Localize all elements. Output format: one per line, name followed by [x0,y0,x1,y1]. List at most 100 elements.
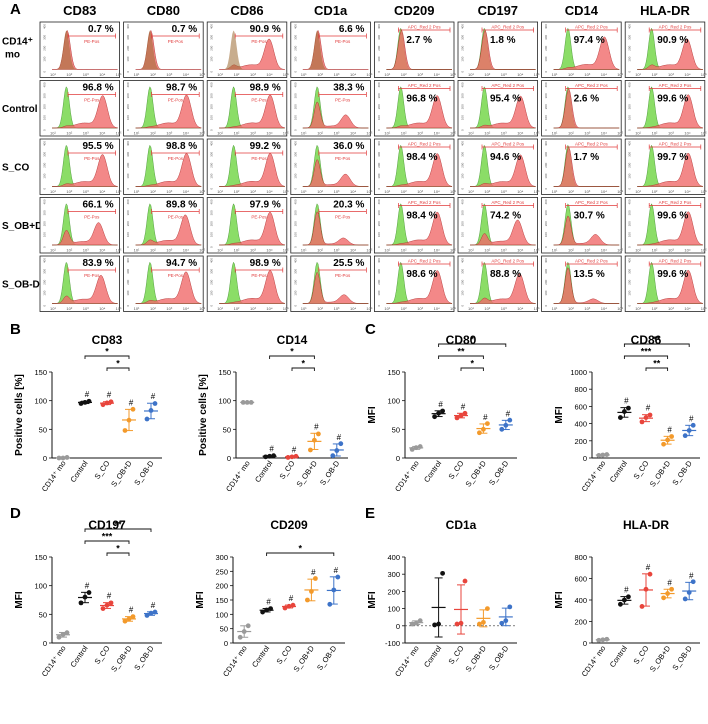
data-point [409,621,415,627]
data-point [686,428,692,433]
y-tick-label: 150 [34,553,47,562]
chart-title: CD86 [631,333,662,347]
stained-histogram [386,30,452,70]
y-tick: 300 [628,210,632,215]
significance-stars: * [301,359,305,369]
significance-hash: # [624,586,629,595]
data-point [335,574,341,580]
x-tick: 10² [317,72,323,77]
histogram-cell: 0 100 200 300 400 10¹ 10² 10³ 10⁴ 10⁵ PE-Pos 97.9 % [206,197,289,254]
row-label: S_CO [2,162,29,173]
x-tick: 10² [317,131,323,136]
data-point [144,613,150,618]
y-tick-label: 100 [387,397,400,406]
y-tick: 300 [43,152,47,157]
y-tick: 100 [293,173,297,178]
data-point [289,454,295,460]
y-tick: 100 [293,232,297,237]
row-label: S_OB-D [2,279,40,290]
y-tick: 0 [126,129,130,131]
category-label: S_OB+D [648,644,673,674]
category-label: S_OB-D [132,459,156,488]
y-tick: 300 [210,152,214,157]
y-axis-label: MFI [554,406,565,423]
gate-label: APC_Red 2 Pos [491,25,525,30]
y-tick-label: 400 [387,553,400,562]
data-point [413,445,419,451]
data-point [436,621,441,627]
x-tick: 10⁵ [116,248,122,253]
category-label: S_OB-D [318,459,342,488]
y-tick: 300 [126,269,130,274]
data-point [78,600,84,606]
y-tick: 300 [377,35,381,40]
panel-letter-b: B [10,321,21,338]
significance-hash: # [129,606,134,615]
x-tick: 10⁵ [450,72,456,77]
data-point [440,570,445,576]
histogram-cell: 0 100 200 300 400 10¹ 10² 10³ 10⁴ 10⁵ APC_Red 2 Po… [373,21,456,78]
category-label: Control [250,644,271,669]
y-tick: 400 [461,24,465,29]
x-tick: 10³ [83,131,89,136]
y-tick: 300 [43,269,47,274]
x-tick: 10⁴ [183,189,189,194]
x-tick: 10⁴ [434,306,440,311]
data-point [305,597,310,603]
x-tick: 10⁴ [350,131,356,136]
x-tick: 10⁵ [366,306,372,311]
y-tick-label: 50 [220,625,228,634]
significance-stars: ** [114,520,122,530]
y-tick: 400 [43,82,47,87]
x-tick: 10² [401,72,407,77]
x-tick: 10¹ [384,189,390,194]
y-tick-label: 150 [387,368,400,377]
x-tick: 10² [568,248,574,253]
y-tick: 400 [43,24,47,29]
y-tick: 0 [43,129,47,131]
histogram-cell: 0 100 200 300 400 10¹ 10² 10³ 10⁴ 10⁵ PE-Pos 6.6 % [290,21,373,78]
significance-stars: * [290,347,294,357]
y-tick: 100 [544,56,548,61]
x-tick: 10³ [417,131,423,136]
x-tick: 10² [484,131,490,136]
x-tick: 10⁴ [684,189,690,194]
data-point [293,453,299,459]
y-tick: 0 [377,188,381,190]
y-tick: 400 [377,258,381,263]
x-tick: 10² [317,189,323,194]
data-point [122,428,128,433]
histogram-cell: 0 100 200 300 400 10¹ 10² 10³ 10⁴ 10⁵ APC_Red 2 Po… [541,197,624,254]
data-point [104,602,110,608]
x-tick: 10⁵ [199,248,205,253]
percentage-label: 25.5 % [333,258,364,269]
percentage-label: 66.1 % [82,200,113,211]
x-tick: 10² [568,189,574,194]
y-tick: 0 [461,188,465,190]
y-tick: 400 [377,141,381,146]
significance-stars: *** [102,532,113,542]
category-label: S_OB+D [109,459,134,489]
data-point [56,455,62,461]
data-point [413,620,419,626]
stained-histogram [637,211,703,246]
x-tick: 10² [150,248,156,253]
row-label: CD14⁺ [2,36,33,47]
category-label: Control [422,644,443,669]
y-tick: 200 [210,104,214,109]
x-tick: 10⁴ [434,248,440,253]
y-tick: 100 [628,290,632,295]
data-point [308,447,313,453]
data-point [665,591,670,596]
x-tick: 10⁴ [183,306,189,311]
x-tick: 10³ [166,189,172,194]
category-label: S_OB-D [315,644,339,673]
significance-hash: # [438,400,443,409]
stained-histogram [135,94,202,129]
x-tick: 10¹ [134,72,140,77]
category-label: CD14⁺ mo [580,459,608,493]
significance-hash: # [334,566,339,575]
category-label: S_CO [93,459,112,481]
dot-plot-hla-dr: HLA-DR 0 200 400 600 800 MFI CD14⁺ mo Control S_C… [554,518,700,678]
